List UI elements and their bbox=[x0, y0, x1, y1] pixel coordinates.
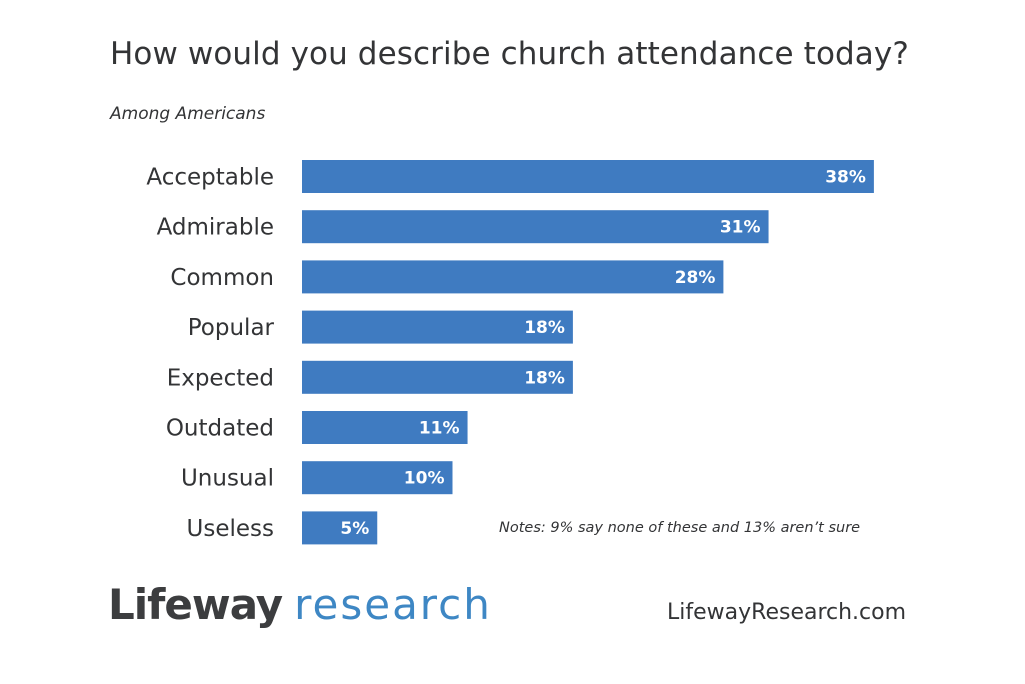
category-label: Unusual bbox=[181, 466, 274, 492]
chart-title: How would you describe church attendance… bbox=[110, 36, 909, 72]
category-label: Outdated bbox=[166, 416, 274, 442]
category-label: Expected bbox=[167, 365, 274, 391]
value-label: 31% bbox=[720, 218, 761, 238]
value-label: 38% bbox=[825, 168, 866, 188]
value-label: 28% bbox=[675, 268, 716, 288]
website-url: LifewayResearch.com bbox=[667, 600, 907, 625]
logo-brand-text: Lifeway bbox=[108, 580, 283, 629]
category-label: Common bbox=[170, 265, 274, 291]
bar-expected bbox=[302, 360, 573, 394]
bar-unusual bbox=[302, 461, 453, 495]
bar-acceptable bbox=[302, 160, 874, 193]
logo-suffix-text: research bbox=[294, 580, 492, 629]
value-label: 5% bbox=[340, 519, 369, 539]
bar-outdated bbox=[302, 411, 468, 444]
value-label: 11% bbox=[419, 419, 460, 439]
chart-note: Notes: 9% say none of these and 13% aren… bbox=[499, 520, 861, 536]
lifeway-research-logo: Lifeway research bbox=[108, 584, 492, 626]
value-label: 18% bbox=[524, 368, 565, 388]
value-label: 18% bbox=[524, 318, 565, 338]
category-label: Popular bbox=[188, 315, 275, 341]
bar-popular bbox=[302, 310, 573, 344]
bar-common bbox=[302, 260, 724, 294]
bar-useless bbox=[302, 511, 378, 545]
category-label: Acceptable bbox=[146, 165, 274, 191]
value-label: 10% bbox=[404, 469, 445, 489]
category-label: Admirable bbox=[157, 215, 274, 241]
bar-admirable bbox=[302, 210, 769, 244]
chart-subtitle: Among Americans bbox=[110, 104, 266, 124]
category-label: Useless bbox=[187, 516, 274, 542]
